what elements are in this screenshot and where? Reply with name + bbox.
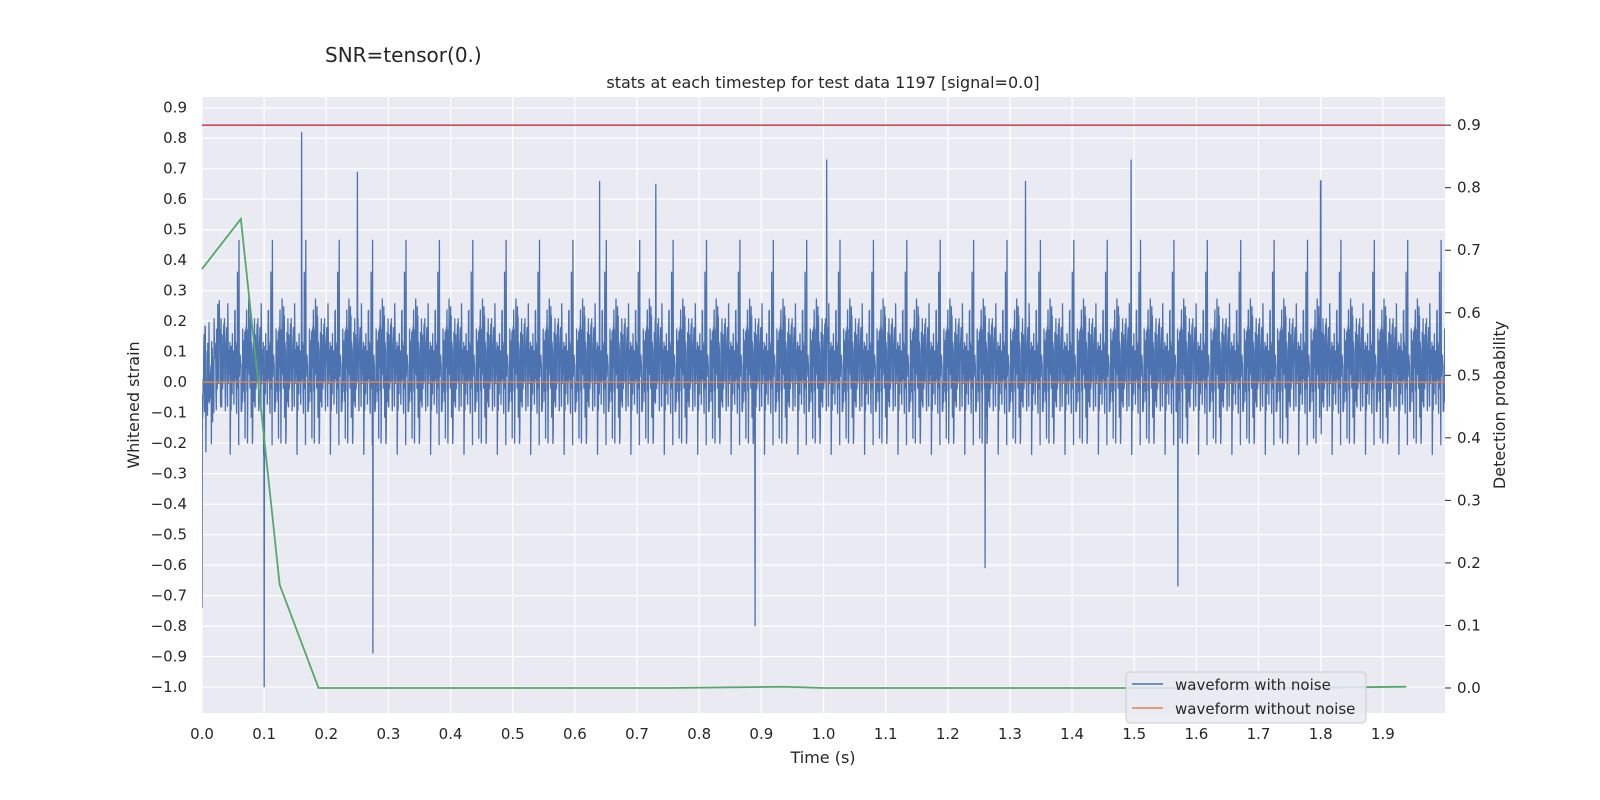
- y-right-tick-label: 0.7: [1457, 241, 1481, 259]
- y-tick-label: −0.2: [151, 434, 187, 452]
- x-tick-label: 1.8: [1309, 725, 1333, 743]
- y-right-tick-label: 0.1: [1457, 616, 1481, 634]
- y-tick-label: 0.0: [163, 373, 187, 391]
- y-right-axis-label: Detection probability: [1490, 321, 1509, 489]
- x-axis-label: Time (s): [789, 748, 855, 767]
- legend-label-clean: waveform without noise: [1175, 700, 1355, 718]
- x-tick-label: 0.2: [314, 725, 338, 743]
- series-waveform-with-noise: [202, 132, 1445, 688]
- legend-box: [1125, 671, 1367, 724]
- y-tick-label: −1.0: [151, 678, 187, 696]
- y-right-tick-label: 0.6: [1457, 304, 1481, 322]
- y-tick-label: 0.9: [163, 99, 187, 117]
- x-tick-label: 1.1: [874, 725, 898, 743]
- y-right-tick-label: 0.8: [1457, 179, 1481, 197]
- x-tick-label: 0.5: [501, 725, 525, 743]
- y-axis-label: Whitened strain: [124, 341, 143, 468]
- x-tick-label: 0.6: [563, 725, 587, 743]
- series-layer: [201, 124, 1445, 689]
- y-right-tick-label: 0.5: [1457, 366, 1481, 384]
- y-right-axis-ticks: 0.9 0.8 0.7 0.6 0.5 0.4 0.3 0.2 0.1 0.0: [1445, 116, 1481, 697]
- x-tick-label: 1.2: [936, 725, 960, 743]
- x-tick-label: 0.4: [439, 725, 463, 743]
- y-tick-label: 0.2: [163, 312, 187, 330]
- x-tick-label: 1.6: [1184, 725, 1208, 743]
- x-tick-label: 1.5: [1122, 725, 1146, 743]
- x-tick-label: 1.3: [998, 725, 1022, 743]
- y-tick-label: −0.8: [151, 617, 187, 635]
- y-axis-ticks: 0.9 0.8 0.7 0.6 0.5 0.4 0.3 0.2 0.1 0.0 −0.1 −0.2 −0…: [151, 99, 187, 696]
- y-right-tick-label: 0.4: [1457, 429, 1481, 447]
- y-tick-label: −0.5: [151, 526, 187, 544]
- x-axis-ticks: 0.0 0.1 0.2 0.3 0.4 0.5 0.6 0.7 0.8 0.9 1.0 1.1 1.2 1…: [190, 725, 1395, 743]
- y-tick-label: 0.4: [163, 251, 187, 269]
- x-tick-label: 0.1: [252, 725, 276, 743]
- y-tick-label: −0.6: [151, 556, 187, 574]
- y-right-tick-label: 0.0: [1457, 679, 1481, 697]
- y-tick-label: 0.7: [163, 160, 187, 178]
- x-tick-label: 0.8: [687, 725, 711, 743]
- y-tick-label: 0.1: [163, 343, 187, 361]
- x-tick-label: 0.9: [749, 725, 773, 743]
- y-tick-label: −0.9: [151, 648, 187, 666]
- y-right-tick-label: 0.9: [1457, 116, 1481, 134]
- y-tick-label: −0.1: [151, 404, 187, 422]
- y-tick-label: −0.3: [151, 465, 187, 483]
- x-tick-label: 1.4: [1060, 725, 1084, 743]
- y-tick-label: 0.6: [163, 190, 187, 208]
- y-tick-label: 0.5: [163, 221, 187, 239]
- chart-suptitle: SNR=tensor(0.): [325, 43, 482, 67]
- y-right-tick-label: 0.3: [1457, 491, 1481, 509]
- y-tick-label: −0.4: [151, 495, 187, 513]
- x-tick-label: 0.7: [625, 725, 649, 743]
- y-tick-label: 0.8: [163, 129, 187, 147]
- x-tick-label: 0.0: [190, 725, 214, 743]
- x-tick-label: 1.7: [1247, 725, 1271, 743]
- x-tick-label: 1.9: [1371, 725, 1395, 743]
- y-tick-label: 0.3: [163, 282, 187, 300]
- legend: waveform with noise waveform without noi…: [1125, 671, 1367, 724]
- y-tick-label: −0.7: [151, 587, 187, 605]
- y-right-tick-label: 0.2: [1457, 554, 1481, 572]
- x-tick-label: 0.3: [377, 725, 401, 743]
- chart-title: stats at each timestep for test data 119…: [606, 73, 1039, 92]
- x-tick-label: 1.0: [812, 725, 836, 743]
- legend-label-noisy: waveform with noise: [1175, 676, 1331, 694]
